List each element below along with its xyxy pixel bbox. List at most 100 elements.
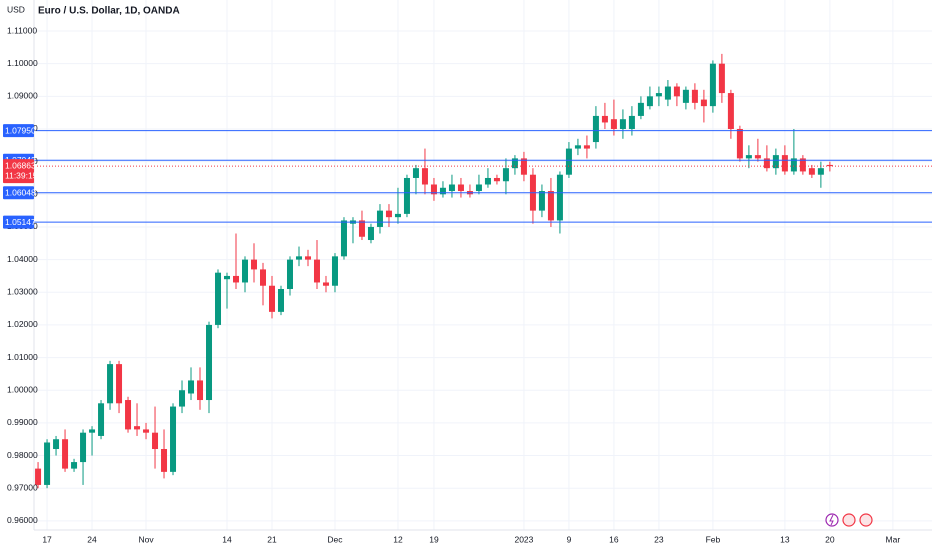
last-price-label: 1.06863 (5, 160, 36, 170)
candle-body (242, 259, 249, 283)
candle-body (457, 184, 464, 192)
candle-body (439, 187, 446, 195)
candle-body (574, 145, 581, 149)
candle-body (799, 158, 806, 172)
candle-body (44, 442, 51, 485)
candle-body (754, 155, 761, 159)
candle-body (143, 429, 150, 433)
candle-body (251, 259, 258, 270)
candle-body (358, 220, 365, 237)
x-tick-label: 17 (42, 534, 52, 544)
y-tick-label: 1.01000 (7, 352, 38, 362)
candle-body (277, 289, 284, 312)
y-tick-label: 1.09000 (7, 91, 38, 101)
candle-body (268, 285, 275, 312)
y-tick-label: 1.03000 (7, 287, 38, 297)
event-icon[interactable] (859, 513, 873, 527)
candle-body (161, 449, 168, 472)
candle-body (547, 191, 554, 221)
x-tick-label: Mar (886, 534, 901, 544)
x-tick-label: 13 (780, 534, 790, 544)
candle-body (556, 174, 563, 221)
candle-body (62, 439, 69, 469)
candle-body (107, 364, 114, 404)
x-tick-label: 21 (267, 534, 277, 544)
last-price-box (3, 159, 34, 184)
event-icon[interactable] (842, 513, 856, 527)
plot (34, 53, 932, 489)
candle-body (817, 168, 824, 175)
candle-body (448, 184, 455, 192)
candle-body (628, 115, 635, 129)
y-tick-label: 0.96000 (7, 515, 38, 525)
x-tick-label: 14 (222, 534, 232, 544)
x-tick-label: Dec (327, 534, 343, 544)
x-tick-label: 2023 (514, 534, 533, 544)
candle-body (484, 177, 491, 185)
candle-body (170, 406, 177, 472)
candle-body (80, 432, 87, 463)
candle-body (736, 128, 743, 159)
candle-body (313, 259, 320, 283)
candle-body (475, 184, 482, 192)
event-icon[interactable] (825, 513, 839, 527)
candle-body (709, 63, 716, 107)
x-tick-label: Nov (138, 534, 154, 544)
y-tick-label: 1.02000 (7, 319, 38, 329)
y-tick-label: 1.11000 (7, 25, 37, 35)
candle-body (197, 380, 204, 401)
countdown-label: 11:39:15 (5, 170, 38, 180)
candle-body (367, 226, 374, 241)
grid (34, 0, 932, 530)
x-tick-label: 20 (825, 534, 835, 544)
candle-body (53, 439, 60, 450)
candle-body (592, 115, 599, 143)
candle-body (224, 275, 231, 280)
candle-body (35, 468, 42, 485)
level-label-box (3, 215, 34, 229)
x-tick-label: Feb (706, 534, 721, 544)
x-tick-label: 19 (429, 534, 439, 544)
candle-body (664, 86, 671, 100)
level-label-box (3, 186, 34, 200)
level-label-box (3, 124, 34, 138)
candle-body (781, 155, 788, 172)
candle-body (808, 168, 815, 175)
candle-body (655, 93, 662, 97)
level-label: 1.05147 (5, 217, 36, 227)
candle-body (682, 89, 689, 103)
y-tick-label: 0.97000 (7, 482, 38, 492)
candle-body (790, 158, 797, 172)
candle-body (215, 272, 222, 325)
y-tick-label: 1.04000 (7, 254, 38, 264)
candle-body (295, 256, 302, 260)
candle-body (412, 168, 419, 178)
candle-body (134, 426, 141, 430)
candle-body (826, 164, 833, 167)
candle-body (610, 119, 617, 129)
candle-body (565, 148, 572, 175)
x-tick-label: 16 (609, 534, 619, 544)
candle-body (619, 119, 626, 129)
candle-body (385, 210, 392, 218)
candle-body (430, 184, 437, 195)
candle-body (304, 256, 311, 260)
candle-body (646, 96, 653, 107)
candle-body (286, 259, 293, 290)
candle-body (394, 213, 401, 218)
candle-body (71, 462, 78, 469)
x-tick-label: 24 (87, 534, 97, 544)
candle-body (511, 158, 518, 169)
candle-body (421, 168, 428, 185)
y-tick-label: 0.99000 (7, 417, 38, 427)
y-tick-label: 1.00000 (7, 384, 38, 394)
event-icons (825, 513, 873, 527)
candle-body (718, 63, 725, 94)
axes (33, 0, 932, 531)
candle-body (125, 400, 132, 430)
level-label: 1.07950 (5, 125, 36, 135)
x-tick-label: 12 (393, 534, 403, 544)
x-tick-label: 23 (654, 534, 664, 544)
